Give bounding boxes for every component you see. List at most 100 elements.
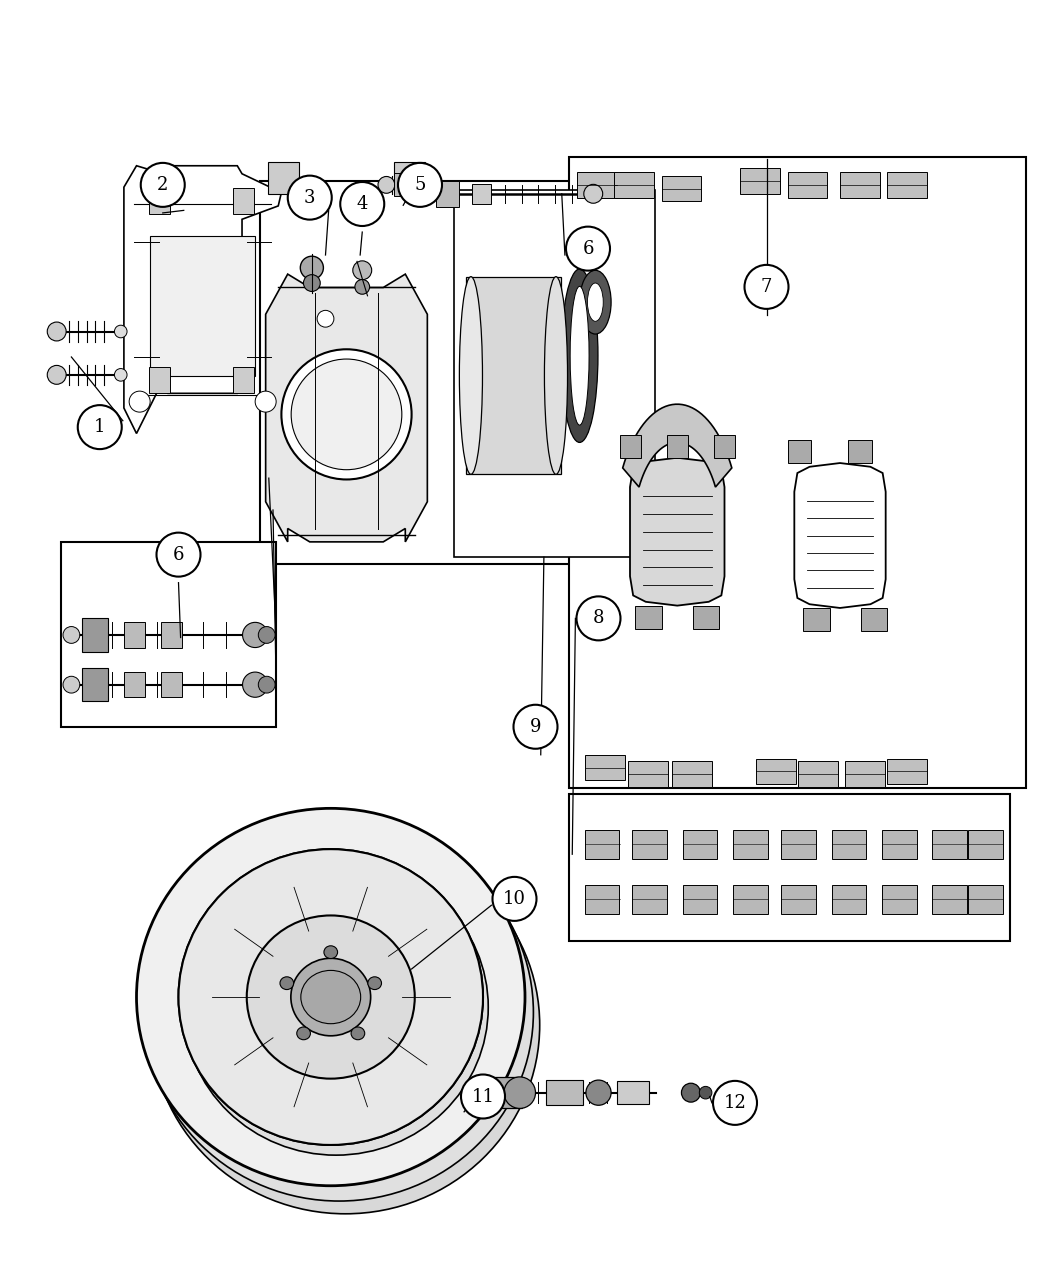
Bar <box>781 885 816 914</box>
Bar <box>832 830 866 859</box>
Bar <box>798 761 838 787</box>
Ellipse shape <box>587 283 603 321</box>
Polygon shape <box>794 463 886 608</box>
Circle shape <box>681 1084 700 1102</box>
Circle shape <box>340 182 384 226</box>
Bar <box>832 885 866 914</box>
Bar <box>882 830 917 859</box>
Bar <box>149 189 170 213</box>
Circle shape <box>744 265 789 309</box>
Circle shape <box>243 672 268 697</box>
Bar <box>260 181 657 564</box>
Bar <box>585 885 619 914</box>
Bar <box>232 367 253 393</box>
Ellipse shape <box>368 977 381 989</box>
Bar <box>546 1080 583 1105</box>
Ellipse shape <box>178 849 483 1145</box>
Circle shape <box>713 1081 757 1125</box>
Bar <box>578 172 617 198</box>
Bar <box>882 885 917 914</box>
Bar <box>968 830 1003 859</box>
Circle shape <box>63 626 80 644</box>
Ellipse shape <box>580 270 611 334</box>
Circle shape <box>243 622 268 648</box>
Bar <box>733 885 768 914</box>
Bar <box>161 672 182 697</box>
Bar <box>628 761 668 787</box>
Bar <box>693 606 719 629</box>
Bar <box>472 184 491 204</box>
Bar <box>124 672 145 697</box>
Text: 12: 12 <box>723 1094 747 1112</box>
Circle shape <box>114 325 127 338</box>
Circle shape <box>258 626 275 644</box>
Ellipse shape <box>545 277 567 474</box>
Bar <box>672 761 712 787</box>
Circle shape <box>291 360 402 469</box>
Bar <box>585 755 625 780</box>
Bar <box>569 157 1026 788</box>
Polygon shape <box>630 458 724 606</box>
Text: 11: 11 <box>471 1088 495 1105</box>
Bar <box>61 542 276 727</box>
Ellipse shape <box>178 849 483 1145</box>
Bar <box>268 162 299 194</box>
Circle shape <box>492 877 537 921</box>
Bar <box>682 830 717 859</box>
Bar <box>861 608 887 631</box>
Circle shape <box>258 676 275 694</box>
Bar <box>682 885 717 914</box>
Circle shape <box>699 1086 712 1099</box>
Bar <box>662 176 701 201</box>
Bar <box>82 668 108 701</box>
Bar <box>788 172 827 198</box>
Bar <box>932 830 967 859</box>
Circle shape <box>353 261 372 279</box>
Bar <box>466 277 561 474</box>
Text: 1: 1 <box>94 418 105 436</box>
Text: 2: 2 <box>158 176 168 194</box>
Circle shape <box>513 705 558 748</box>
Circle shape <box>566 227 610 270</box>
Circle shape <box>584 185 603 203</box>
Bar <box>968 885 1003 914</box>
Ellipse shape <box>323 946 338 959</box>
Polygon shape <box>266 274 427 542</box>
Text: 4: 4 <box>357 195 367 213</box>
Bar <box>781 830 816 859</box>
Circle shape <box>141 163 185 207</box>
Circle shape <box>47 366 66 384</box>
Circle shape <box>317 310 334 328</box>
Circle shape <box>281 349 412 479</box>
Ellipse shape <box>561 269 598 442</box>
Ellipse shape <box>151 836 540 1214</box>
Bar <box>845 761 885 787</box>
Ellipse shape <box>280 977 294 989</box>
Circle shape <box>47 323 66 340</box>
Text: 9: 9 <box>530 718 541 736</box>
Bar <box>617 1081 649 1104</box>
Bar <box>82 618 108 652</box>
Bar <box>840 172 880 198</box>
Bar <box>803 608 830 631</box>
Circle shape <box>129 391 150 412</box>
Bar <box>635 606 662 629</box>
Bar <box>887 759 927 784</box>
Bar <box>667 435 688 458</box>
Ellipse shape <box>184 859 488 1155</box>
Polygon shape <box>623 404 732 487</box>
Bar <box>733 830 768 859</box>
Circle shape <box>576 597 621 640</box>
Bar <box>394 173 413 196</box>
Circle shape <box>355 279 370 295</box>
Circle shape <box>586 1080 611 1105</box>
Polygon shape <box>124 166 281 434</box>
Ellipse shape <box>460 277 483 474</box>
Ellipse shape <box>145 824 533 1201</box>
Bar <box>756 759 796 784</box>
Bar <box>161 622 182 648</box>
Text: 6: 6 <box>173 546 184 564</box>
Circle shape <box>156 533 201 576</box>
Circle shape <box>398 163 442 207</box>
Text: 5: 5 <box>415 176 425 194</box>
